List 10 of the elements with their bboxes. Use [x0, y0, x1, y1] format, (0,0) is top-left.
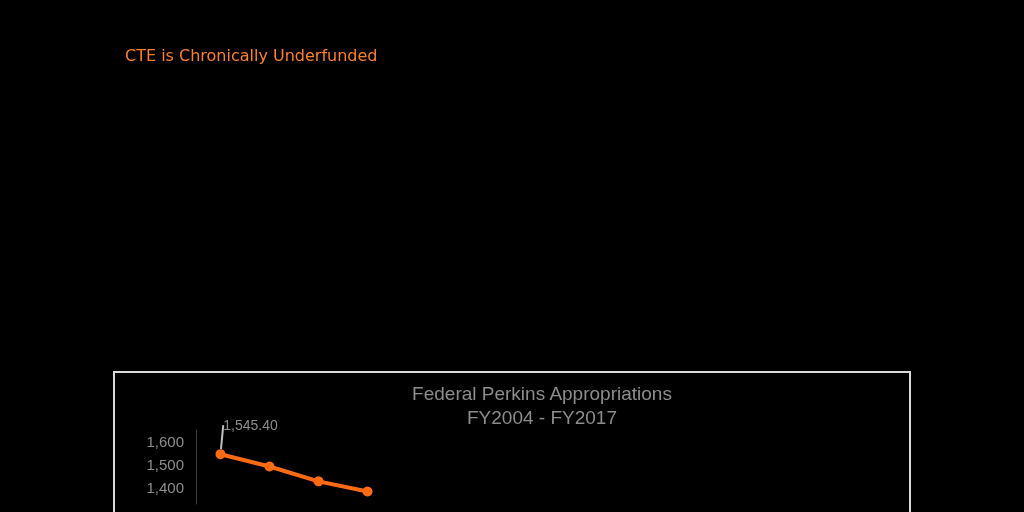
y-tick-label: 1,400: [146, 479, 184, 497]
point: [313, 476, 324, 487]
point: [362, 486, 373, 497]
data-label: 1,545.40: [223, 417, 278, 434]
point: [215, 449, 226, 460]
point: [264, 461, 275, 472]
y-tick-label: 1,600: [146, 433, 184, 451]
text: Federal Perkins Appropriations FY2004 - FY2017: [412, 382, 672, 428]
y-tick-label: 1,500: [146, 456, 184, 474]
chart-title: CTE is Chronically Underfunded: [125, 45, 378, 65]
